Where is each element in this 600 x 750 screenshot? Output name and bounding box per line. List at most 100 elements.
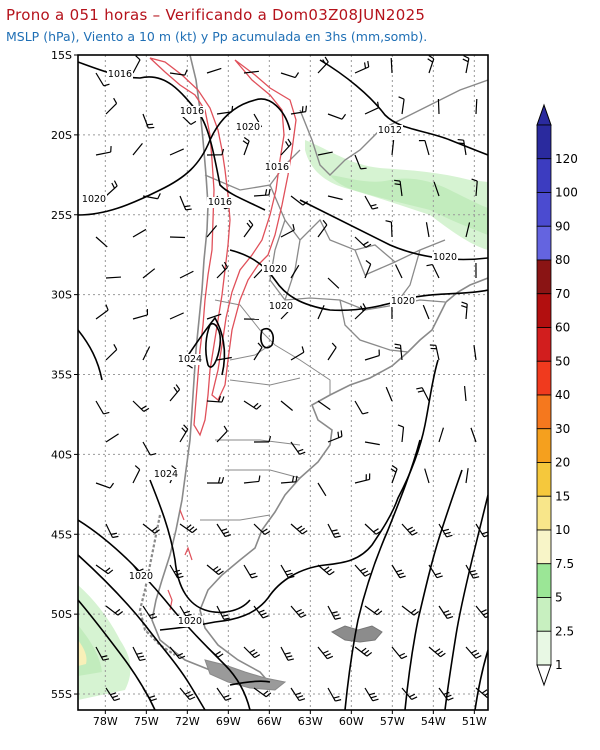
wind-barb xyxy=(95,646,110,661)
wind-barb xyxy=(394,343,403,361)
wind-barb xyxy=(428,646,446,658)
wind-barb xyxy=(105,523,119,539)
wind-barb xyxy=(438,523,453,538)
wind-barb xyxy=(397,424,405,443)
wind-barb xyxy=(475,98,478,115)
wind-barb xyxy=(354,400,369,415)
wind-barb xyxy=(206,67,222,74)
wind-barb xyxy=(317,400,331,411)
wind-barb xyxy=(354,154,367,170)
isobar-label-bg xyxy=(177,354,203,365)
colorbar-label: 30 xyxy=(555,422,570,436)
isobar-1020-sw xyxy=(229,680,271,686)
lon-tick-label: 51W xyxy=(462,715,487,728)
wind-barb xyxy=(95,146,112,156)
wind-barb xyxy=(243,475,261,484)
lon-tick-label: 78W xyxy=(93,715,118,728)
wind-barb xyxy=(179,195,192,211)
precip-shade-southwest-yellow xyxy=(78,640,87,666)
wind-barb xyxy=(280,138,292,156)
wind-barb xyxy=(317,305,325,320)
isobar-label: 1020 xyxy=(391,296,415,307)
wind-barb xyxy=(243,70,259,74)
isobar-label: 1016 xyxy=(108,69,132,80)
wind-barb xyxy=(95,304,109,320)
wind-barb xyxy=(216,105,234,115)
wind-barb xyxy=(394,264,403,279)
colorbar-segment xyxy=(536,192,552,227)
wind-barb xyxy=(206,477,225,484)
wind-barb xyxy=(105,433,119,443)
wind-barb xyxy=(206,225,218,238)
wind-barb xyxy=(354,564,371,577)
wind-barb xyxy=(280,400,293,411)
precip-shade-north-core xyxy=(330,175,488,235)
isobar-label-bg xyxy=(153,469,179,480)
wind-barb xyxy=(364,349,380,361)
isobar-label-bg xyxy=(377,125,403,136)
wind-barb xyxy=(317,151,333,156)
lat-tick-label: 45S xyxy=(51,528,72,541)
wind-barb xyxy=(142,523,160,534)
colorbar-segment xyxy=(536,360,552,396)
wind-barb xyxy=(391,646,408,660)
wind-barb xyxy=(401,523,418,536)
wind-barb xyxy=(95,236,108,248)
colorbar-label: 20 xyxy=(555,456,570,470)
wind-barb xyxy=(290,687,306,702)
wind-barb xyxy=(438,687,454,701)
colorbar-label: 50 xyxy=(555,354,570,368)
coastline xyxy=(151,55,488,688)
wind-barb xyxy=(206,646,224,658)
isobar-label: 1016 xyxy=(208,197,232,208)
isobar-label: 1020 xyxy=(129,571,153,582)
wind-barb xyxy=(290,523,308,535)
wind-barb xyxy=(206,313,222,320)
wind-barb xyxy=(169,236,186,239)
lat-tick-label: 50S xyxy=(51,608,72,621)
colorbar-segment xyxy=(536,563,552,598)
lat-tick-label: 35S xyxy=(51,369,72,382)
wind-barb xyxy=(327,113,347,120)
wind-barb xyxy=(142,193,161,200)
axis-ticks: 15S 20S 25S 30S 35S 40S 45S 50S 55S 78W 75W 72W 69W 6… xyxy=(51,49,487,728)
wind-barb xyxy=(95,400,110,415)
wind-barb xyxy=(364,441,380,446)
wind-barb xyxy=(142,441,157,456)
wind-barb xyxy=(179,687,196,701)
wind-barb xyxy=(216,261,229,279)
wind-barb xyxy=(364,687,379,702)
isobar-label-bg xyxy=(390,296,416,307)
isobar-label-bg xyxy=(264,162,290,173)
wind-barb xyxy=(391,564,406,579)
colorbar-segment xyxy=(536,124,552,160)
wind-barb xyxy=(475,523,488,538)
plot-frame xyxy=(77,54,489,711)
colorbar-segment xyxy=(536,462,552,497)
isobar-label-bg xyxy=(262,264,288,275)
wind-barb xyxy=(132,55,141,74)
wind-barb xyxy=(179,270,194,279)
isobar-1020-cordillera xyxy=(184,316,226,376)
wind-barb xyxy=(132,646,146,662)
colorbar-label: 10 xyxy=(555,523,570,537)
lat-tick-label: 55S xyxy=(51,688,72,701)
wind-barb xyxy=(243,219,254,238)
wind-barb xyxy=(364,195,379,210)
wind-barb xyxy=(179,424,189,443)
wind-barb xyxy=(169,646,186,660)
lon-tick-label: 69W xyxy=(216,715,241,728)
colorbar-segment xyxy=(536,495,552,531)
tierra-del-fuego xyxy=(204,659,287,691)
wind-barb xyxy=(132,142,143,156)
colorbar-segment xyxy=(536,327,552,362)
wind-barb xyxy=(290,605,307,618)
isobar-1020-south xyxy=(159,359,439,631)
isobar-east-1 xyxy=(344,439,421,710)
wind-barb xyxy=(243,646,261,659)
colorbar-label: 40 xyxy=(555,388,570,402)
colorbar-label: 7.5 xyxy=(555,557,574,571)
wind-barb xyxy=(401,605,420,616)
wind-barb xyxy=(317,482,327,497)
wind-barb xyxy=(364,260,372,279)
